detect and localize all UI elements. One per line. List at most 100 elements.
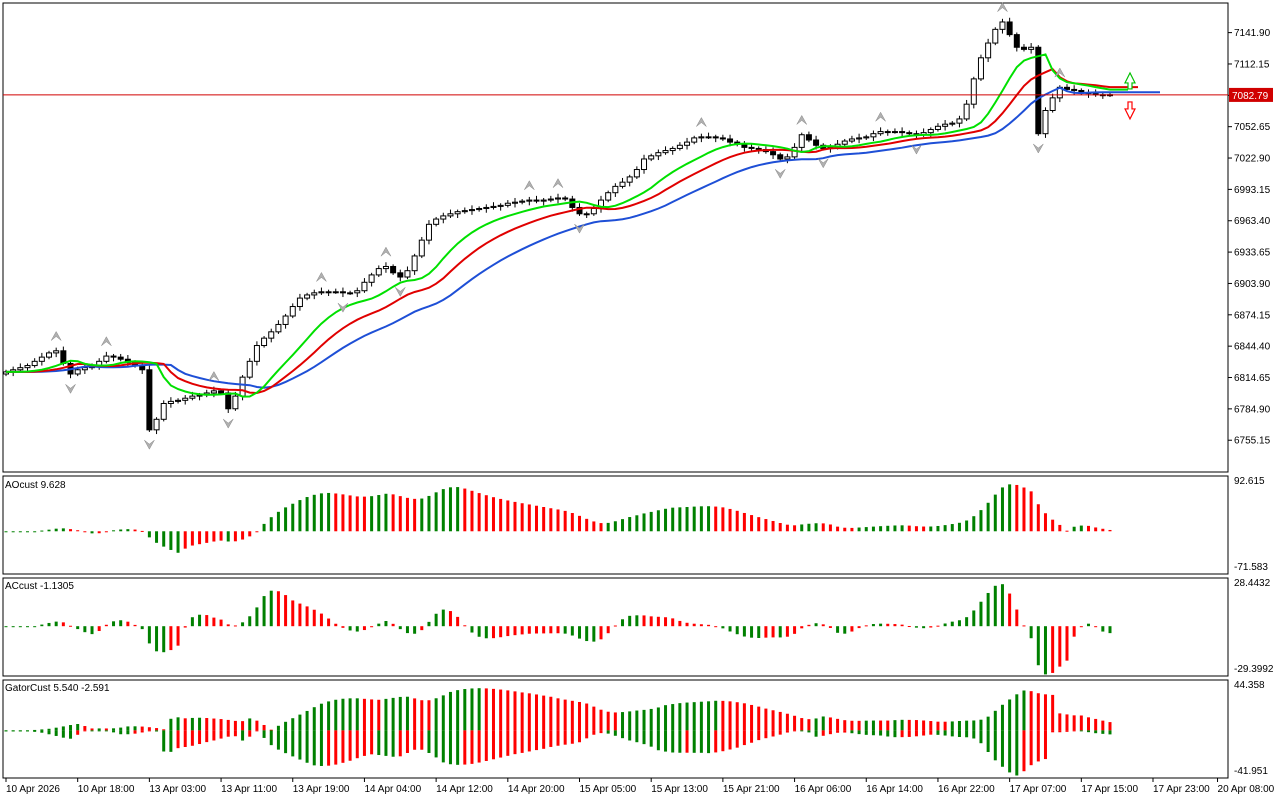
gator-down-bar xyxy=(276,730,280,750)
ao-bar xyxy=(857,527,861,532)
ao-bar xyxy=(219,531,223,541)
ac-bar xyxy=(922,626,926,629)
ao-bar xyxy=(685,507,689,532)
candle xyxy=(891,131,898,134)
ac-bar xyxy=(1094,626,1098,628)
price-tick-label: 6814.65 xyxy=(1234,373,1271,384)
ao-bar xyxy=(484,495,488,532)
gator-up-bar xyxy=(606,711,610,731)
ac-bar xyxy=(484,626,488,639)
gator-up-bar xyxy=(513,691,517,731)
gator-up-bar xyxy=(1043,694,1047,731)
gator-down-bar xyxy=(1043,730,1047,760)
ac-bar xyxy=(391,623,395,627)
ac-panel[interactable] xyxy=(4,584,1112,675)
ac-bar xyxy=(33,626,37,628)
fractal-down xyxy=(337,302,349,313)
gator-up-bar xyxy=(570,700,574,731)
gator-down-bar xyxy=(649,730,653,747)
ao-bar xyxy=(183,531,187,549)
ac-bar xyxy=(513,626,517,636)
candle xyxy=(805,134,812,141)
ac-bar xyxy=(864,625,868,627)
gator-up-bar xyxy=(377,699,381,731)
candle xyxy=(719,137,726,140)
ao-bar xyxy=(155,531,159,543)
candle xyxy=(547,198,554,201)
gator-down-bar xyxy=(1022,730,1026,772)
ao-bar xyxy=(785,524,789,532)
fractal-down xyxy=(1033,143,1044,154)
ac-bar xyxy=(621,619,625,627)
ac-bar xyxy=(986,592,990,627)
gator-up-bar xyxy=(678,703,682,731)
ac-bar xyxy=(965,617,969,627)
gator-down-bar xyxy=(914,730,918,737)
ao-bar xyxy=(771,520,775,532)
gator-down-bar xyxy=(735,730,739,748)
ac-bar xyxy=(836,626,840,633)
gator-tick-label: 44.358 xyxy=(1234,680,1265,691)
gator-down-bar xyxy=(707,730,711,754)
candle xyxy=(626,176,633,183)
ao-panel[interactable] xyxy=(4,484,1112,553)
ao-bar xyxy=(4,531,8,533)
candle xyxy=(927,128,934,134)
candle xyxy=(268,331,275,339)
gator-down-bar xyxy=(621,730,625,739)
ao-bar xyxy=(807,523,811,532)
ao-bar xyxy=(456,487,460,532)
ao-tick-label: -71.583 xyxy=(1234,562,1268,573)
gator-up-bar xyxy=(183,718,187,731)
gator-down-bar xyxy=(1108,730,1112,735)
gator-up-bar xyxy=(828,717,832,731)
ao-bar xyxy=(886,525,890,532)
time-tick-label: 17 Apr 07:00 xyxy=(1010,784,1067,795)
ac-bar xyxy=(750,626,754,638)
ao-bar xyxy=(520,503,524,532)
gator-up-bar xyxy=(54,727,58,731)
candle xyxy=(390,265,397,274)
ac-bar xyxy=(671,618,675,627)
candle xyxy=(1006,21,1013,36)
gator-up-bar xyxy=(929,721,933,731)
gator-up-bar xyxy=(1022,690,1026,731)
ao-bar xyxy=(642,513,646,532)
gator-down-bar xyxy=(950,730,954,737)
price-tick-label: 6844.40 xyxy=(1234,342,1271,353)
gator-up-bar xyxy=(112,728,116,731)
fractal-up xyxy=(997,2,1008,12)
candle xyxy=(74,369,81,375)
gator-up-bar xyxy=(205,718,209,731)
ac-bar xyxy=(40,624,44,627)
ao-bar xyxy=(420,498,424,532)
candle xyxy=(899,131,906,134)
candle xyxy=(669,147,676,152)
gator-up-bar xyxy=(47,728,51,731)
ac-bar xyxy=(907,626,911,628)
ac-bar xyxy=(427,621,431,627)
ac-bar xyxy=(434,613,438,627)
ao-bar xyxy=(986,502,990,532)
ac-bar xyxy=(936,625,940,627)
candle xyxy=(884,131,891,134)
price-panel[interactable] xyxy=(3,2,1228,450)
time-tick-label: 17 Apr 23:00 xyxy=(1153,784,1210,795)
candle xyxy=(741,143,748,148)
gator-up-bar xyxy=(147,727,151,731)
candle xyxy=(949,122,956,125)
gator-up-bar xyxy=(742,703,746,731)
gator-up-bar xyxy=(76,724,80,731)
candle xyxy=(53,350,60,354)
candle xyxy=(555,197,561,200)
fractal-up xyxy=(796,114,807,125)
candle xyxy=(540,199,547,202)
ac-bar xyxy=(1008,593,1012,627)
gator-up-bar xyxy=(276,725,280,731)
candle xyxy=(468,209,475,212)
ac-bar xyxy=(112,621,116,627)
gator-panel[interactable] xyxy=(4,688,1112,776)
ac-bar xyxy=(570,626,574,636)
